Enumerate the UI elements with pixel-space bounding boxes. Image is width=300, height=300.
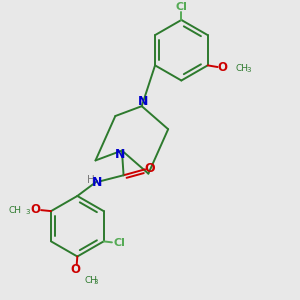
Text: H: H [87, 175, 94, 184]
Text: CH: CH [85, 276, 98, 285]
Text: O: O [71, 263, 81, 276]
Text: Cl: Cl [114, 238, 125, 248]
Text: 3: 3 [26, 209, 30, 215]
Text: CH: CH [8, 206, 21, 215]
Text: N: N [115, 148, 125, 161]
Text: N: N [92, 176, 102, 189]
Text: 3: 3 [246, 67, 251, 73]
Text: N: N [138, 95, 148, 108]
Text: 3: 3 [94, 279, 98, 285]
Text: Cl: Cl [176, 2, 187, 13]
Text: O: O [218, 61, 227, 74]
Text: O: O [145, 162, 155, 175]
Text: O: O [30, 203, 40, 216]
Text: CH: CH [235, 64, 248, 73]
